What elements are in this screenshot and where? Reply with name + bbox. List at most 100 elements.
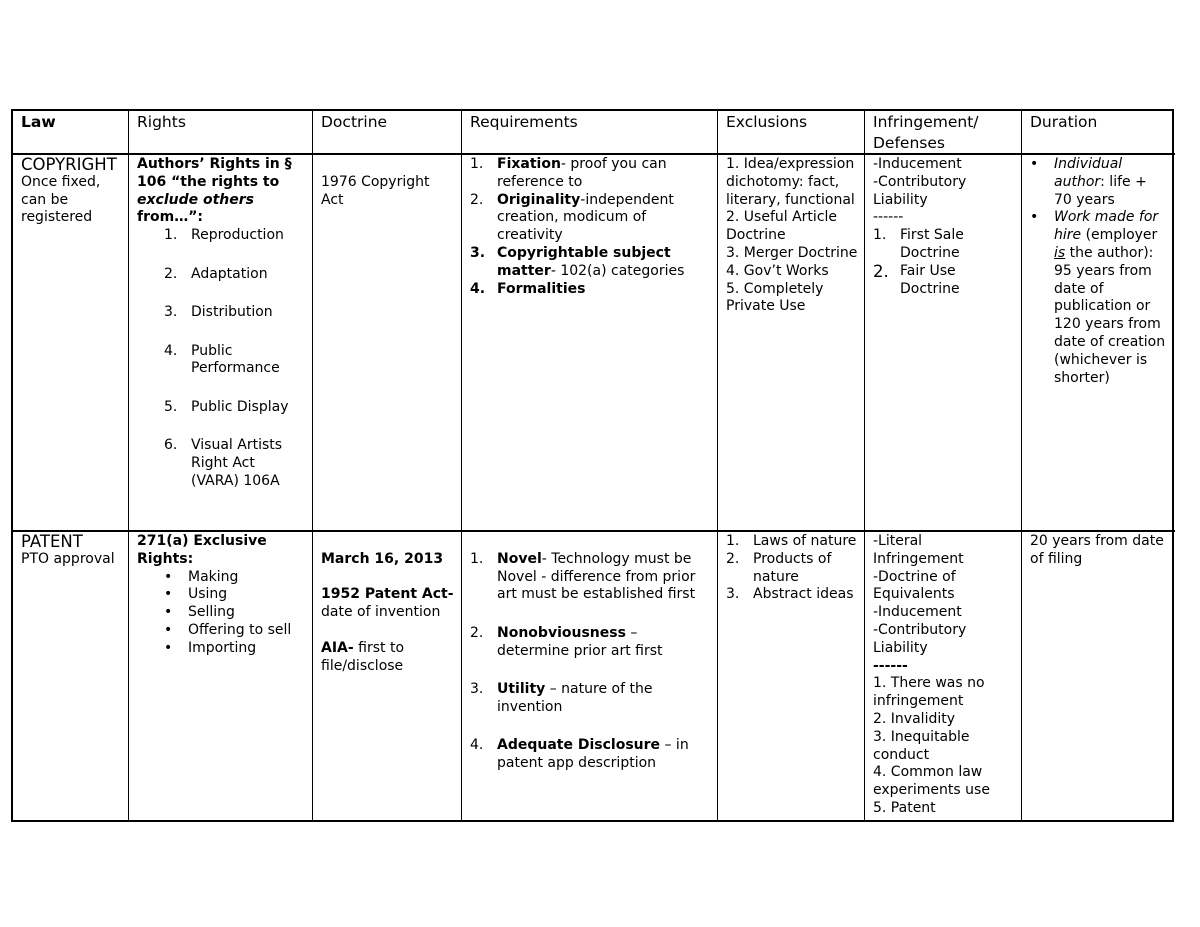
list-item: 4. Adequate Disclosure – in patent app de…: [470, 737, 711, 773]
list-item: • Selling: [164, 604, 306, 622]
text-line: -Inducement: [873, 604, 962, 621]
list-number: 1.: [726, 533, 740, 549]
patent-doctrine-aia: AIA- first to file/disclose: [321, 640, 455, 676]
list-number: 2.: [470, 191, 484, 208]
header-requirements: Requirements: [462, 111, 718, 155]
list-number: 3.: [164, 304, 178, 321]
list-text: Abstract ideas: [753, 586, 853, 604]
list-item: 1. Fixation- proof you can reference to: [470, 156, 711, 192]
heading-italic: exclude others: [137, 191, 254, 208]
list-item: 2. Adaptation: [164, 266, 306, 284]
list-label: Adequate Disclosure: [497, 737, 661, 754]
patent-infringement-cell: -Literal Infringement -Doctrine of Equiva…: [865, 532, 1022, 820]
list-number: 2.: [726, 550, 740, 567]
bullet-icon: •: [164, 586, 173, 603]
list-text: Public Performance: [191, 342, 280, 377]
copyright-rights-cell: Authors’ Rights in § 106 “the rights to …: [129, 155, 313, 532]
act-text: date of invention: [321, 604, 441, 621]
list-number: 3.: [470, 681, 484, 698]
list-item: 4. Public Performance: [164, 343, 306, 379]
aia-label: AIA-: [321, 639, 354, 656]
list-label: Originality: [497, 191, 581, 208]
list-text: Nonobviousness – determine prior art fir…: [497, 625, 711, 661]
patent-rights-cell: 271(a) Exclusive Rights: • Making • Using • S…: [129, 532, 313, 820]
list-label: Copyrightable subject matter: [497, 244, 671, 279]
text-line: 5. Completely Private Use: [726, 280, 824, 315]
text-line: -Contributory Liability: [873, 621, 967, 656]
list-text: Novel- Technology must be Novel - differ…: [497, 551, 711, 604]
list-item: 2. Fair Use Doctrine: [873, 261, 1015, 299]
list-text: Public Display: [191, 398, 289, 415]
heading-text: from…”:: [137, 209, 204, 226]
text-line: -Doctrine of Equivalents: [873, 568, 956, 603]
ip-law-table: Law Rights Doctrine Requirements Exclusi…: [11, 109, 1175, 822]
list-item: 1. First Sale Doctrine: [873, 227, 1015, 263]
list-text: – nature of the invention: [497, 681, 653, 715]
act-label: 1952 Patent Act-: [321, 586, 454, 603]
list-number: 2.: [873, 261, 889, 281]
list-text: Formalities: [497, 281, 585, 299]
list-text: Laws of nature: [753, 533, 856, 551]
text-line: 1. There was no infringement: [873, 675, 985, 710]
patent-law-note: PTO approval: [21, 550, 115, 567]
bullet-icon: •: [1030, 156, 1039, 172]
list-item: 2. Products of nature: [726, 551, 858, 587]
list-item: 3. Distribution: [164, 304, 306, 322]
copyright-doctrine: 1976 Copyright Act: [321, 173, 430, 208]
list-text: Utility – nature of the invention: [497, 681, 711, 717]
duration-emphasis: is: [1054, 244, 1066, 261]
list-text: - proof you can reference to: [497, 156, 667, 190]
bullet-icon: •: [164, 639, 173, 656]
patent-rights-heading: 271(a) Exclusive Rights:: [137, 533, 267, 567]
copyright-law-note: Once fixed, can be registered: [21, 173, 101, 226]
header-infringement-defenses: Infringement/ Defenses: [865, 111, 1022, 155]
list-item: 3. Utility – nature of the invention: [470, 681, 711, 717]
list-number: 1.: [470, 550, 484, 567]
patent-doctrine-act: 1952 Patent Act- date of invention: [321, 586, 455, 622]
text-line: 4. Gov’t Works: [726, 262, 829, 279]
list-item: • Offering to sell: [164, 622, 306, 640]
header-law: Law: [13, 111, 129, 155]
list-text: Distribution: [191, 304, 273, 321]
list-number: 4.: [164, 342, 178, 359]
list-text: – determine prior art first: [497, 624, 663, 659]
copyright-law-title: COPYRIGHT: [21, 155, 117, 174]
text-line: 2. Useful Article Doctrine: [726, 209, 838, 244]
copyright-exclusions-cell: 1. Idea/expression dichotomy: fact, lite…: [718, 155, 865, 532]
list-text: Originality-independent creation, modicu…: [497, 192, 711, 245]
list-text: Reproduction: [191, 227, 284, 244]
duration-label: Work made for hire: [1054, 209, 1159, 244]
copyright-requirements-cell: 1. Fixation- proof you can reference to 2.…: [462, 155, 718, 532]
list-label: Fixation: [497, 156, 561, 172]
list-item: • Work made for hire (employer is the aut…: [1030, 209, 1169, 387]
patent-duration-cell: 20 years from date of filing: [1022, 532, 1175, 820]
bullet-icon: •: [164, 621, 173, 638]
list-item: 4. Formalities: [470, 281, 711, 299]
patent-exclusions-cell: 1. Laws of nature 2. Products of nature 3. Ab…: [718, 532, 865, 820]
list-text: Laws of nature: [753, 533, 857, 549]
patent-requirements-cell: 1. Novel- Technology must be Novel - diff…: [462, 532, 718, 820]
list-text: Fair Use Doctrine: [900, 263, 1015, 299]
list-item: 1. Novel- Technology must be Novel - diff…: [470, 551, 711, 604]
header-doctrine: Doctrine: [313, 111, 462, 155]
duration-label: Individual author: [1054, 156, 1123, 190]
list-number: 1.: [470, 156, 484, 172]
duration-text: the author): 95 years from date of publi…: [1054, 244, 1166, 386]
list-item: • Making: [164, 569, 306, 587]
list-item: 2. Nonobviousness – determine prior art f…: [470, 625, 711, 661]
list-text: Offering to sell: [188, 621, 292, 638]
list-item: 3. Abstract ideas: [726, 586, 858, 604]
copyright-duration-cell: • Individual author: life + 70 years • Wor…: [1022, 155, 1175, 532]
text-line: 4. Common law experiments use: [873, 764, 990, 799]
list-number: 4.: [470, 280, 486, 297]
list-number: 2.: [164, 265, 178, 282]
duration-text: : life + 70 years: [1054, 173, 1147, 208]
bullet-icon: •: [1030, 209, 1039, 226]
copyright-infringement-cell: -Inducement -Contributory Liability ------…: [865, 155, 1022, 532]
list-label: Nonobviousness: [497, 624, 626, 641]
list-item: 1. Reproduction: [164, 227, 306, 245]
list-number: 5.: [164, 398, 178, 415]
list-text: - 102(a) categories: [550, 262, 685, 279]
list-item: 1. Laws of nature: [726, 533, 858, 551]
list-text: Products of nature: [753, 551, 858, 587]
